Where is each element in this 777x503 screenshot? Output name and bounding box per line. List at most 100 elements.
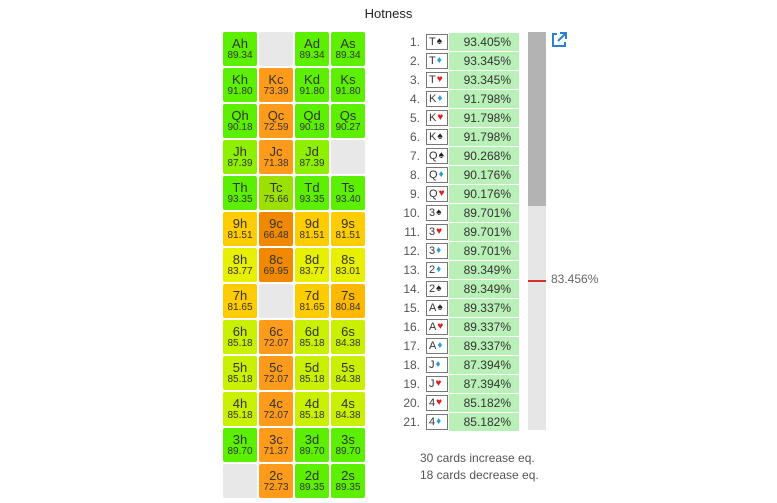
card-cell-6s[interactable]: 6s 84.38 [331,320,365,354]
card-cell-8c[interactable]: 8c 69.95 [259,248,293,282]
card-cell-4c[interactable]: 4c 72.07 [259,392,293,426]
card-cell-3h[interactable]: 3h 89.70 [223,428,257,462]
card-cell-9h[interactable]: 9h 81.51 [223,212,257,246]
card-rank: T [429,54,436,67]
card-cell-jc[interactable]: Jc 71.38 [259,140,293,174]
card-cell-5s[interactable]: 5s 84.38 [331,356,365,390]
card-cell-td[interactable]: Td 93.35 [295,176,329,210]
card-label: Jh [233,143,247,159]
ranking-row[interactable]: 5. K ♥ 91.798% [400,108,519,127]
ranking-row[interactable]: 6. K ♠ 91.798% [400,127,519,146]
card-cell-4d[interactable]: 4d 85.18 [295,392,329,426]
card-icon: 3 ♥ [426,223,448,240]
ranking-row[interactable]: 8. Q ♦ 90.176% [400,165,519,184]
card-icon: K ♦ [426,90,448,107]
card-cell-7h[interactable]: 7h 81.65 [223,284,257,318]
ranking-row[interactable]: 1. T ♠ 93.405% [400,32,519,51]
equity-value: 90.268% [449,146,519,165]
ranking-row[interactable]: 17. A ♦ 89.337% [400,336,519,355]
ranking-row[interactable]: 19. J ♥ 87.394% [400,374,519,393]
card-cell-8s[interactable]: 8s 83.01 [331,248,365,282]
card-cell-th[interactable]: Th 93.35 [223,176,257,210]
card-cell-jh[interactable]: Jh 87.39 [223,140,257,174]
card-icon: T ♦ [426,52,448,69]
card-label: 8c [269,251,283,267]
empty-card-cell[interactable] [259,32,293,66]
card-cell-9s[interactable]: 9s 81.51 [331,212,365,246]
ranking-row[interactable]: 10. 3 ♠ 89.701% [400,203,519,222]
card-cell-8h[interactable]: 8h 83.77 [223,248,257,282]
card-cell-3s[interactable]: 3s 89.70 [331,428,365,462]
card-cell-2s[interactable]: 2s 89.35 [331,464,365,498]
card-cell-jd[interactable]: Jd 87.39 [295,140,329,174]
card-cell-qc[interactable]: Qc 72.59 [259,104,293,138]
card-cell-ks[interactable]: Ks 91.80 [331,68,365,102]
card-cell-7s[interactable]: 7s 80.84 [331,284,365,318]
ranking-row[interactable]: 2. T ♦ 93.345% [400,51,519,70]
ranking-row[interactable]: 9. Q ♥ 90.176% [400,184,519,203]
card-cell-qs[interactable]: Qs 90.27 [331,104,365,138]
card-cell-9d[interactable]: 9d 81.51 [295,212,329,246]
empty-card-cell[interactable] [259,284,293,318]
card-value: 84.38 [335,337,361,349]
card-cell-qd[interactable]: Qd 90.18 [295,104,329,138]
card-cell-6c[interactable]: 6c 72.07 [259,320,293,354]
ranking-row[interactable]: 4. K ♦ 91.798% [400,89,519,108]
card-value: 89.70 [335,445,361,457]
scrollbar-thumb[interactable] [528,32,546,206]
diamond-icon: ♦ [436,416,442,427]
card-cell-kh[interactable]: Kh 91.80 [223,68,257,102]
card-cell-as[interactable]: As 89.34 [331,32,365,66]
external-link-icon[interactable] [550,31,568,49]
card-cell-ts[interactable]: Ts 93.40 [331,176,365,210]
card-cell-4s[interactable]: 4s 84.38 [331,392,365,426]
ranking-row[interactable]: 15. A ♠ 89.337% [400,298,519,317]
ranking-row[interactable]: 7. Q ♠ 90.268% [400,146,519,165]
ranking-row[interactable]: 18. J ♦ 87.394% [400,355,519,374]
ranking-row[interactable]: 3. T ♥ 93.345% [400,70,519,89]
diamond-icon: ♦ [437,340,443,351]
ranking-row[interactable]: 12. 3 ♦ 89.701% [400,241,519,260]
ranking-row[interactable]: 16. A ♥ 89.337% [400,317,519,336]
equity-value: 93.405% [449,32,519,51]
equity-value: 85.182% [449,393,519,412]
ranking-row[interactable]: 21. 4 ♦ 85.182% [400,412,519,431]
ranking-row[interactable]: 14. 2 ♠ 89.349% [400,279,519,298]
card-cell-kd[interactable]: Kd 91.80 [295,68,329,102]
card-value: 83.77 [299,265,325,277]
card-icon: Q ♠ [426,147,448,164]
ranking-row[interactable]: 13. 2 ♦ 89.349% [400,260,519,279]
card-cell-2d[interactable]: 2d 89.35 [295,464,329,498]
ranking-row[interactable]: 11. 3 ♥ 89.701% [400,222,519,241]
card-cell-8d[interactable]: 8d 83.77 [295,248,329,282]
empty-card-cell[interactable] [223,464,257,498]
card-value: 81.51 [335,229,361,241]
card-cell-5d[interactable]: 5d 85.18 [295,356,329,390]
card-value: 90.18 [299,121,325,133]
card-cell-7d[interactable]: 7d 81.65 [295,284,329,318]
scrollbar-track[interactable] [528,32,546,430]
card-cell-qh[interactable]: Qh 90.18 [223,104,257,138]
card-icon: T ♠ [426,33,448,50]
card-cell-4h[interactable]: 4h 85.18 [223,392,257,426]
equity-value: 89.337% [449,317,519,336]
card-label: 9h [232,215,248,231]
card-cell-5c[interactable]: 5c 72.07 [259,356,293,390]
card-value: 81.65 [227,301,253,313]
card-cell-ad[interactable]: Ad 89.34 [295,32,329,66]
card-label: 9d [304,215,320,231]
card-cell-3c[interactable]: 3c 71.37 [259,428,293,462]
card-cell-kc[interactable]: Kc 73.39 [259,68,293,102]
ranking-row[interactable]: 20. 4 ♥ 85.182% [400,393,519,412]
card-cell-5h[interactable]: 5h 85.18 [223,356,257,390]
card-cell-2c[interactable]: 2c 72.73 [259,464,293,498]
card-cell-ah[interactable]: Ah 89.34 [223,32,257,66]
empty-card-cell[interactable] [331,140,365,174]
equity-value: 85.182% [449,412,519,431]
card-cell-9c[interactable]: 9c 66.48 [259,212,293,246]
card-cell-3d[interactable]: 3d 89.70 [295,428,329,462]
card-cell-6d[interactable]: 6d 85.18 [295,320,329,354]
card-cell-6h[interactable]: 6h 85.18 [223,320,257,354]
card-cell-tc[interactable]: Tc 75.66 [259,176,293,210]
card-label: 6d [304,323,320,339]
